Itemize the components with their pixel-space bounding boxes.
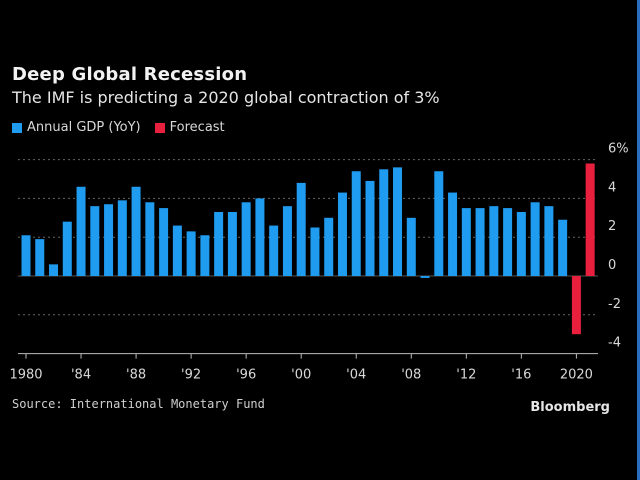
x-tick-label: 1980 — [9, 368, 42, 383]
gdp-bar — [76, 186, 86, 276]
gdp-bar — [255, 198, 265, 276]
gdp-bar — [145, 202, 155, 276]
gdp-bar — [530, 202, 540, 276]
y-axis: 6% 4 2 0 -2 -4 — [608, 142, 629, 351]
gdp-bar — [21, 235, 31, 276]
gdp-bar — [269, 225, 279, 276]
gdp-bar — [420, 276, 430, 278]
chart-title: Deep Global Recession — [12, 64, 248, 85]
gdp-bar — [282, 206, 292, 276]
x-tick-label: '96 — [236, 368, 256, 383]
gdp-bar — [379, 169, 389, 276]
x-tick-label: 2020 — [560, 368, 593, 383]
gdp-bar — [214, 211, 224, 276]
legend-item-forecast: Forecast — [154, 120, 225, 135]
forecast-bar — [585, 163, 595, 276]
legend: Annual GDP (YoY) Forecast — [12, 120, 233, 135]
legend-label-forecast: Forecast — [169, 120, 225, 135]
gdp-bar — [131, 186, 141, 276]
gdp-bar — [461, 208, 471, 276]
gdp-bar — [544, 206, 554, 276]
gdp-bar — [324, 217, 334, 276]
forecast-bar — [571, 276, 581, 335]
gdp-bar — [448, 192, 458, 276]
gdp-bar — [186, 231, 196, 276]
gdp-bar — [296, 182, 306, 276]
y-tick-label: 4 — [608, 180, 616, 195]
gdp-bar — [62, 221, 72, 276]
gdp-bar — [159, 208, 169, 276]
gdp-bar — [351, 171, 361, 276]
gdp-bar — [434, 171, 444, 276]
x-tick-label: '12 — [456, 368, 476, 383]
legend-swatch-forecast — [154, 122, 165, 133]
legend-label-gdp: Annual GDP (YoY) — [27, 120, 141, 135]
gdp-bar — [337, 192, 347, 276]
gdp-bar — [516, 211, 526, 276]
gdp-bar — [503, 208, 513, 276]
x-tick-label: '88 — [126, 368, 146, 383]
gdp-bar — [104, 204, 114, 276]
x-tick-label: '00 — [291, 368, 311, 383]
gdp-bar — [227, 211, 237, 276]
gridlines — [18, 159, 598, 316]
gdp-bar — [475, 208, 485, 276]
gdp-bar — [200, 235, 210, 276]
gdp-bar — [117, 200, 127, 276]
x-tick-label: '92 — [181, 368, 201, 383]
legend-item-gdp: Annual GDP (YoY) — [12, 120, 141, 135]
x-tick-label: '16 — [511, 368, 531, 383]
legend-swatch-gdp — [12, 122, 22, 133]
gdp-bar — [90, 206, 100, 276]
gdp-bar — [172, 225, 182, 276]
gdp-bar — [365, 180, 375, 276]
brand-logo: Bloomberg — [530, 400, 610, 415]
x-tick-label: '08 — [401, 368, 421, 383]
x-axis: 1980 '84 '88 '92 '96 '00 '04 '08 '12 '16 2020 — [9, 353, 598, 383]
gdp-bar — [310, 227, 320, 276]
y-tick-label: -2 — [608, 297, 621, 312]
bars — [21, 163, 595, 335]
gdp-bar — [49, 264, 59, 276]
gdp-bar — [489, 206, 499, 276]
gdp-bar — [241, 202, 251, 276]
x-tick-label: '84 — [71, 368, 91, 383]
x-tick-label: '04 — [346, 368, 366, 383]
gdp-bar — [406, 217, 416, 276]
source-note: Source: International Monetary Fund — [12, 397, 265, 411]
y-tick-label: -4 — [608, 336, 621, 351]
gdp-bar — [35, 239, 45, 276]
gdp-bar — [558, 219, 568, 276]
chart-subtitle: The IMF is predicting a 2020 global cont… — [12, 88, 440, 107]
gdp-bar — [393, 167, 403, 276]
y-tick-label: 0 — [608, 258, 616, 273]
y-tick-label: 6% — [608, 142, 629, 157]
y-tick-label: 2 — [608, 219, 616, 234]
window-edge — [637, 0, 640, 480]
